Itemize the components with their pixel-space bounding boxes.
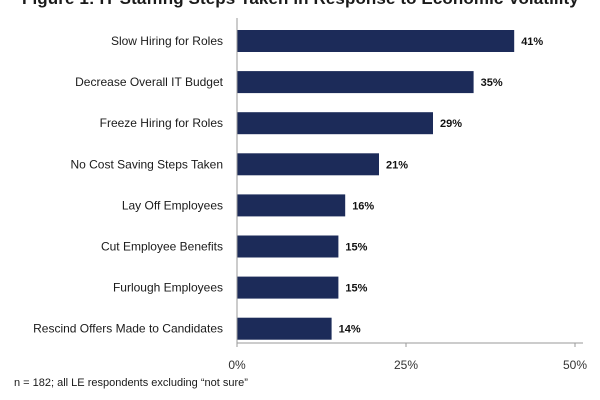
data-label: 29% [440, 118, 462, 130]
bar [237, 194, 346, 217]
data-label: 15% [345, 283, 367, 295]
data-label: 16% [352, 200, 374, 212]
value-labels: 41% 35% 29% 21% 16% 15% 15% 14% [339, 36, 544, 336]
data-label: 15% [345, 242, 367, 254]
bar [237, 317, 332, 340]
category-label: Cut Employee Benefits [101, 240, 223, 254]
x-tick-label: 0% [228, 358, 246, 372]
category-labels: Slow Hiring for Roles Decrease Overall IT… [33, 34, 224, 336]
chart-title: Figure 1: IT Staffing Steps Taken in Res… [22, 0, 579, 9]
bars-layer [237, 30, 515, 340]
category-label: Lay Off Employees [122, 198, 223, 212]
category-label: Slow Hiring for Roles [111, 34, 223, 48]
bar [237, 71, 474, 94]
category-label: No Cost Saving Steps Taken [70, 157, 223, 171]
footnote: n = 182; all LE respondents excluding “n… [14, 377, 248, 389]
x-tick-label: 50% [563, 358, 587, 372]
bar [237, 30, 515, 52]
bar [237, 235, 339, 258]
data-label: 21% [386, 159, 408, 171]
data-label: 41% [521, 36, 543, 48]
category-label: Freeze Hiring for Roles [100, 116, 223, 130]
bar [237, 276, 339, 299]
x-tick-label: 25% [394, 358, 418, 372]
category-label: Decrease Overall IT Budget [75, 75, 224, 89]
bar [237, 112, 433, 135]
data-label: 14% [339, 324, 361, 336]
x-axis: 0% 25% 50% [228, 18, 587, 372]
bar [237, 153, 379, 176]
category-label: Rescind Offers Made to Candidates [33, 322, 223, 336]
data-label: 35% [481, 77, 503, 89]
category-label: Furlough Employees [113, 281, 223, 295]
